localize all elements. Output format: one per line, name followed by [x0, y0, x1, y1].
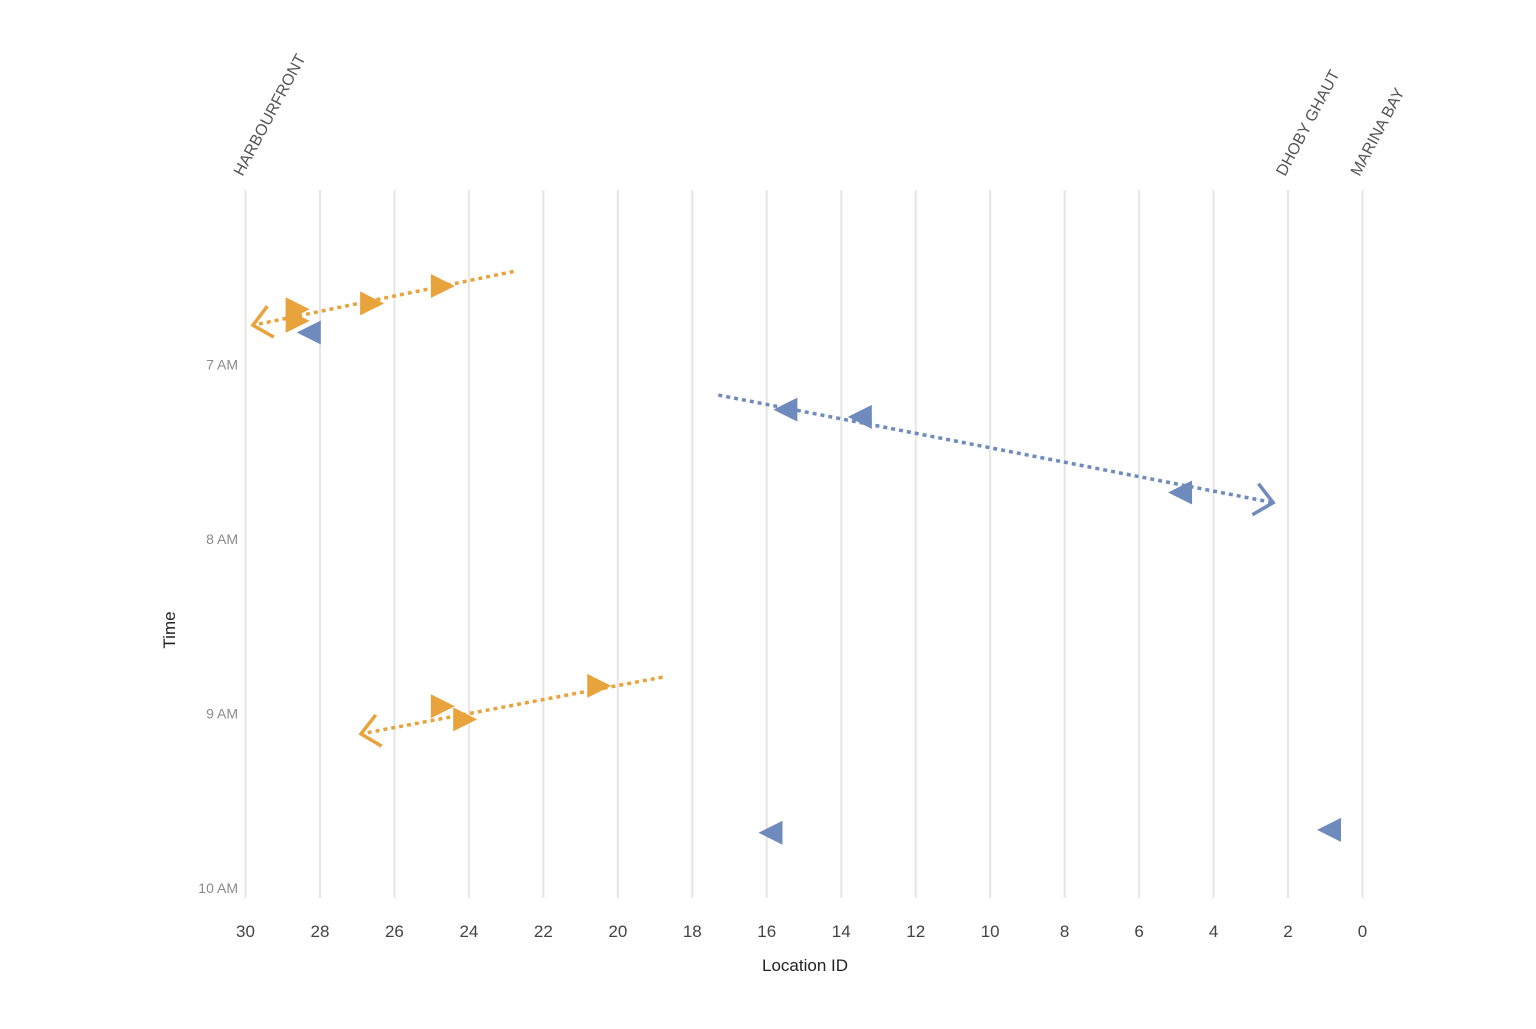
- x-tick-label: 6: [1134, 922, 1143, 941]
- triangle-marker: [758, 820, 783, 845]
- x-tick-label: 0: [1358, 922, 1367, 941]
- series-trip-1: [250, 269, 514, 339]
- series-trip-2: [718, 393, 1276, 517]
- x-tick-label: 20: [608, 922, 627, 941]
- x-tick-label: 12: [906, 922, 925, 941]
- x-tick-label: 2: [1283, 922, 1292, 941]
- x-tick-label: 26: [385, 922, 404, 941]
- x-tick-label: 28: [311, 922, 330, 941]
- trip-path-line: [718, 393, 1274, 505]
- triangle-marker: [587, 673, 612, 698]
- y-axis-title: Time: [160, 611, 179, 648]
- station-label: HARBOURFRONT: [231, 51, 310, 178]
- station-label: MARINA BAY: [1348, 85, 1409, 179]
- x-tick-label: 22: [534, 922, 553, 941]
- trip-path-line: [360, 675, 663, 736]
- x-tick-label: 30: [236, 922, 255, 941]
- station-label: DHOBY GHAUT: [1274, 67, 1344, 179]
- triangle-marker: [430, 694, 455, 719]
- trip-end-arrowhead: [250, 305, 275, 339]
- series-trip-3: [358, 673, 663, 748]
- trip-end-arrowhead: [358, 713, 383, 748]
- triangle-marker: [773, 397, 798, 422]
- station-labels: HARBOURFRONT DHOBY GHAUT MARINA BAY: [231, 51, 1409, 178]
- x-tick-label: 18: [683, 922, 702, 941]
- y-tick-label: 9 AM: [206, 706, 238, 722]
- grid: [244, 190, 1364, 898]
- triangle-marker: [360, 291, 385, 316]
- trip-end-arrowhead: [1251, 482, 1276, 517]
- x-tick-label: 24: [459, 922, 478, 941]
- y-tick-label: 7 AM: [206, 357, 238, 373]
- series-isolated: [296, 320, 1341, 845]
- x-tick-label: 10: [981, 922, 1000, 941]
- triangle-marker: [296, 320, 321, 345]
- x-axis-title: Location ID: [762, 956, 848, 975]
- axes: Location ID Time 30 28 26 24 22 20 18 16 14 12 10 8…: [160, 357, 1367, 976]
- x-tick-label: 4: [1209, 922, 1218, 941]
- triangle-marker: [1168, 480, 1193, 505]
- triangle-marker: [847, 404, 872, 429]
- x-tick-label: 8: [1060, 922, 1069, 941]
- triangle-marker: [1316, 817, 1341, 842]
- trip-series: [250, 269, 1341, 845]
- x-tick-label: 16: [757, 922, 776, 941]
- y-tick-label: 10 AM: [198, 880, 238, 896]
- triangle-marker: [430, 273, 455, 298]
- x-tick-label: 14: [832, 922, 851, 941]
- triangle-marker: [453, 707, 478, 732]
- triangle-marker: [285, 308, 310, 333]
- y-tick-label: 8 AM: [206, 531, 238, 547]
